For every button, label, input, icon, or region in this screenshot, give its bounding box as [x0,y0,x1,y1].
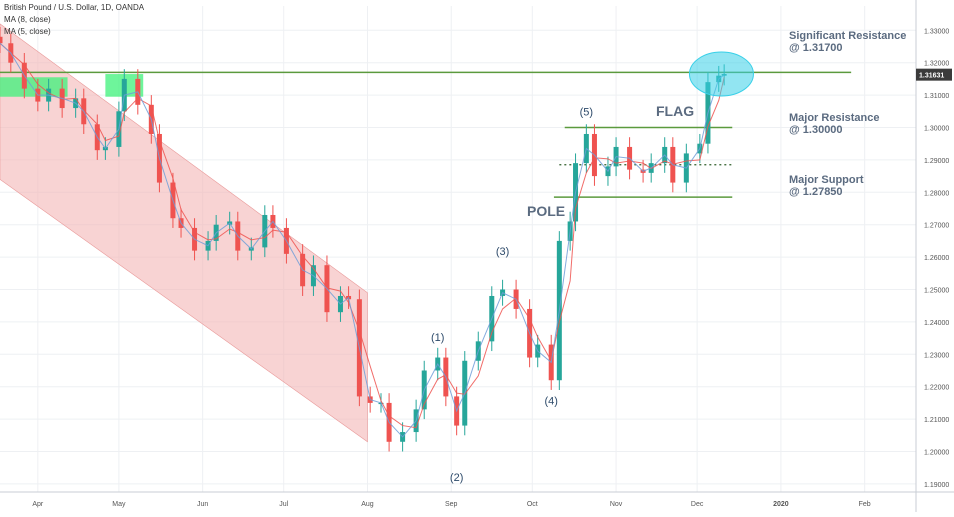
y-tick-label: 1.23000 [924,352,949,359]
annotation-layer: (1)(2)(3)(4)(5)Significant Resistance@ 1… [431,30,906,484]
ma5-label: MA (5, close) [4,27,51,36]
candle-body [0,36,3,44]
x-tick-label: Sep [445,501,458,508]
x-tick-label: Jul [279,501,288,508]
x-tick-label: Oct [527,501,538,508]
y-tick-label: 1.22000 [924,385,949,392]
y-tick-label: 1.31000 [924,93,949,100]
major-support-value: @ 1.27850 [789,186,843,198]
pole-label: POLE [527,203,565,219]
y-tick-label: 1.30000 [924,126,949,133]
x-tick-label: 2020 [773,501,789,508]
y-tick-label: 1.33000 [924,28,949,35]
x-tick-label: Feb [859,501,871,508]
y-tick-label: 1.19000 [924,482,949,489]
flag-label: FLAG [656,103,694,119]
ma8-label: MA (8, close) [4,15,51,24]
major-resistance-value: @ 1.30000 [789,124,843,136]
wave-label: (4) [544,395,557,407]
y-tick-label: 1.21000 [924,417,949,424]
y-tick-label: 1.24000 [924,320,949,327]
x-tick-label: May [112,501,126,508]
x-tick-label: Aug [361,501,374,508]
major-resistance-title: Major Resistance [789,112,879,124]
highlight-ellipse [688,51,754,97]
y-tick-label: 1.20000 [924,450,949,457]
x-tick-label: Nov [610,501,623,508]
resistance-zone [0,77,68,97]
price-tag [916,68,952,81]
symbol-label: British Pound / U.S. Dollar, 1D, OANDA [4,3,145,12]
ma8-line [0,42,725,429]
downtrend-channel [0,23,368,443]
y-tick-label: 1.29000 [924,158,949,165]
major-support-title: Major Support [789,174,864,186]
y-tick-label: 1.32000 [924,61,949,68]
wave-label: (5) [580,107,593,119]
x-tick-label: Jun [197,501,208,508]
chart-legend: British Pound / U.S. Dollar, 1D, OANDA M… [4,2,144,38]
ma5-line [0,42,725,438]
ma-layer [0,42,725,438]
significant-resistance-value: @ 1.31700 [789,42,843,54]
y-tick-label: 1.26000 [924,255,949,262]
x-tick-label: Apr [32,501,44,508]
price-tag-label: 1.31631 [919,73,944,80]
y-tick-label: 1.28000 [924,190,949,197]
y-tick-label: 1.25000 [924,288,949,295]
wave-label: (1) [431,332,444,344]
x-tick-label: Dec [691,501,704,508]
channel-layer [0,23,368,443]
candle [0,27,3,53]
y-tick-label: 1.27000 [924,223,949,230]
wave-label: (2) [450,472,463,484]
wave-label: (3) [496,246,509,258]
significant-resistance-title: Significant Resistance [789,30,906,42]
